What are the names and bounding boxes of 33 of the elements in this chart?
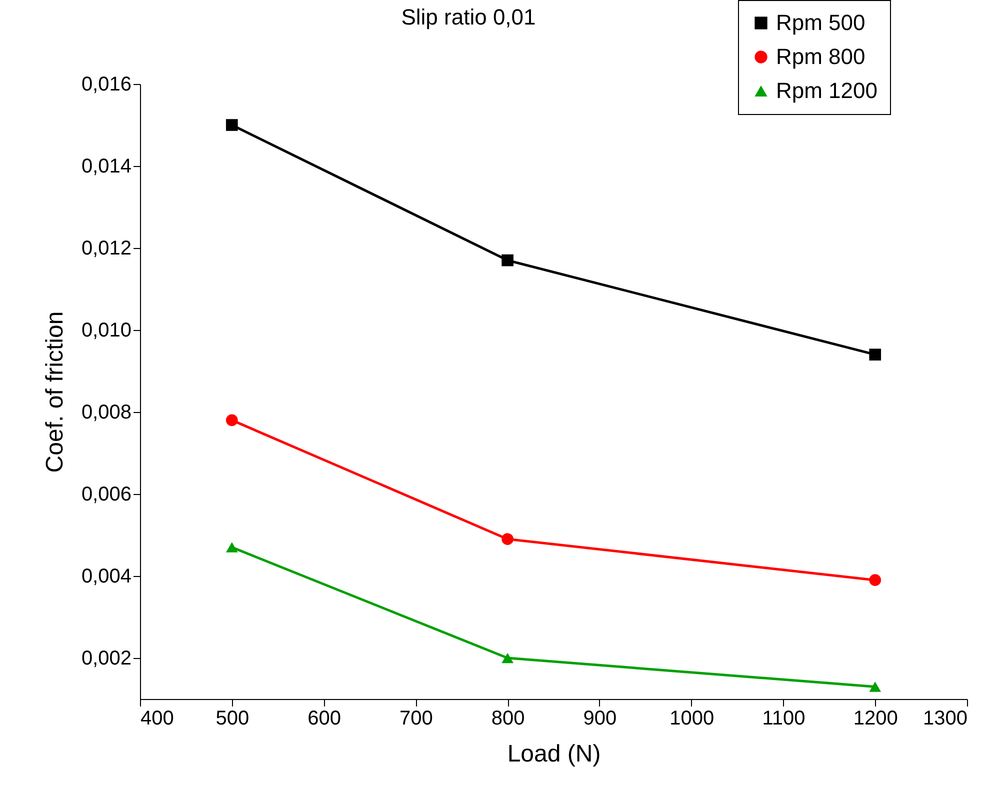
point: [226, 414, 238, 426]
point: [869, 682, 882, 692]
y-tick-label: 0,010: [81, 320, 132, 342]
legend-label: Rpm 500: [776, 10, 866, 35]
x-tick-label: 600: [308, 708, 341, 730]
point: [869, 348, 882, 361]
point: [502, 652, 514, 664]
x-tick-label: 700: [399, 708, 433, 730]
x-tick-label: 1200: [853, 708, 898, 730]
chart-title: Slip ratio 0,01: [401, 4, 536, 30]
y-tick-label: 0,002: [81, 648, 132, 670]
legend-label: Rpm 1200: [776, 78, 878, 103]
x-tick-label: 400: [140, 708, 174, 730]
x-axis-title: Load (N): [507, 740, 601, 768]
x-tick-label: 800: [491, 708, 525, 730]
y-axis-title: Coef. of friction: [41, 311, 68, 473]
x-tick-label: 1100: [762, 708, 806, 730]
point: [226, 119, 238, 131]
point: [869, 574, 882, 586]
y-tick-label: 0,012: [81, 238, 132, 260]
y-tick-label: 0,016: [81, 74, 132, 96]
x-tick-label: 500: [216, 708, 250, 730]
y-tick-label: 0,008: [81, 402, 132, 424]
legend-label: Rpm 800: [776, 44, 866, 69]
y-tick-label: 0,006: [81, 484, 132, 506]
point: [502, 254, 514, 266]
y-tick-label: 0,004: [81, 566, 132, 588]
x-tick-label: 1000: [670, 708, 714, 730]
y-tick-label: 0,014: [81, 156, 132, 178]
point: [502, 533, 514, 546]
x-tick-label: 1300: [923, 708, 968, 730]
x-tick-label: 900: [583, 708, 617, 730]
point: [226, 542, 238, 552]
